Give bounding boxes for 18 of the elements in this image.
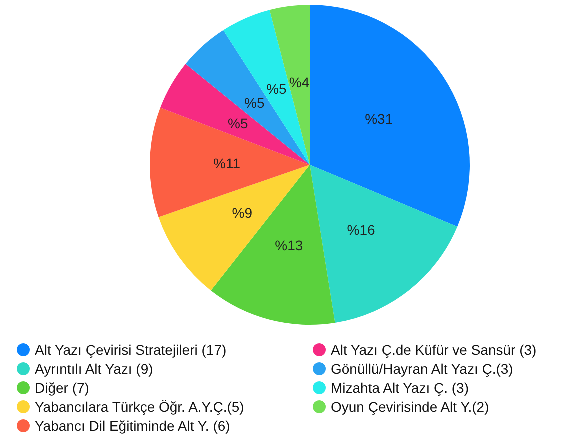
legend-label: Alt Yazı Çevirisi Stratejileri (17) xyxy=(35,342,227,358)
data-label: %9 xyxy=(232,205,253,222)
data-label: %5 xyxy=(228,116,248,132)
data-label: %31 xyxy=(365,111,394,128)
data-label: %5 xyxy=(266,80,288,97)
legend-label: Oyun Çevirisinde Alt Y.(2) xyxy=(331,399,490,415)
data-label: %13 xyxy=(275,237,304,254)
legend-label: Yabancılara Türkçe Öğr. A.Y.Ç.(5) xyxy=(35,399,244,415)
data-label: %5 xyxy=(244,95,265,112)
data-label: %4 xyxy=(289,74,310,91)
legend-label: Diğer (7) xyxy=(35,380,90,396)
data-label: %11 xyxy=(214,156,241,172)
legend-label: Gönüllü/Hayran Alt Yazı Ç.(3) xyxy=(331,361,514,377)
legend-label: Alt Yazı Ç.de Küfür ve Sansür (3) xyxy=(331,342,537,358)
legend-label: Yabancı Dil Eğitiminde Alt Y. (6) xyxy=(35,418,230,434)
legend-label: Ayrıntılı Alt Yazı (9) xyxy=(35,361,154,377)
legend-label: Mizahta Alt Yazı Ç. (3) xyxy=(331,380,469,396)
data-label: %16 xyxy=(347,222,376,238)
